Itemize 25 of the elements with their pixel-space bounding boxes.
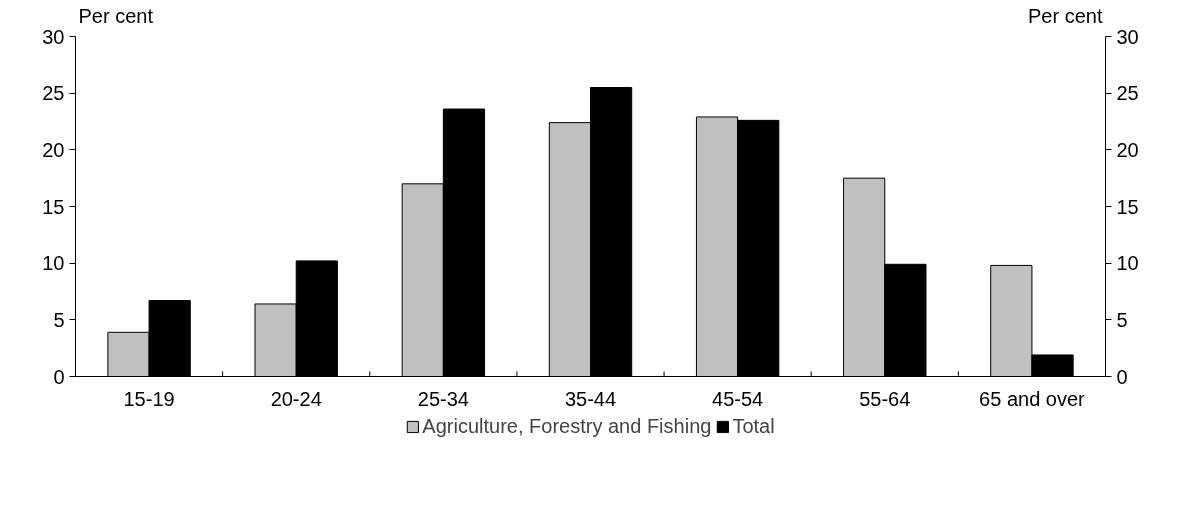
y-tick-label: 0 bbox=[53, 365, 65, 388]
y2-tick-label: 20 bbox=[1116, 138, 1139, 161]
y-tick-label: 15 bbox=[42, 195, 65, 218]
x-tick-label: 20-24 bbox=[270, 387, 322, 410]
x-tick-label: 15-19 bbox=[123, 387, 175, 410]
y2-tick-label: 5 bbox=[1116, 308, 1128, 331]
y2-tick-label: 30 bbox=[1116, 25, 1139, 48]
y-tick-label: 20 bbox=[42, 138, 65, 161]
y2-tick-label: 0 bbox=[1116, 365, 1128, 388]
legend-label: Total bbox=[732, 414, 775, 438]
y2-axis-title: Per cent bbox=[1028, 4, 1103, 27]
x-tick-label: 55-64 bbox=[859, 387, 911, 410]
x-tick-label: 45-54 bbox=[712, 387, 764, 410]
y2-tick-label: 25 bbox=[1116, 82, 1139, 105]
y2-tick-label: 15 bbox=[1116, 195, 1139, 218]
y-tick-label: 30 bbox=[42, 25, 65, 48]
y2-tick-label: 10 bbox=[1116, 252, 1139, 275]
y-tick-label: 10 bbox=[42, 252, 65, 275]
y-axis-title: Per cent bbox=[78, 4, 154, 27]
x-tick-label: 35-44 bbox=[564, 387, 617, 410]
y-tick-label: 25 bbox=[42, 82, 65, 105]
x-tick-label: 25-34 bbox=[417, 387, 469, 410]
y-tick-label: 5 bbox=[53, 308, 65, 331]
x-tick-label: 65 and over bbox=[979, 387, 1086, 410]
legend-label: Agriculture, Forestry and Fishing bbox=[422, 414, 712, 438]
